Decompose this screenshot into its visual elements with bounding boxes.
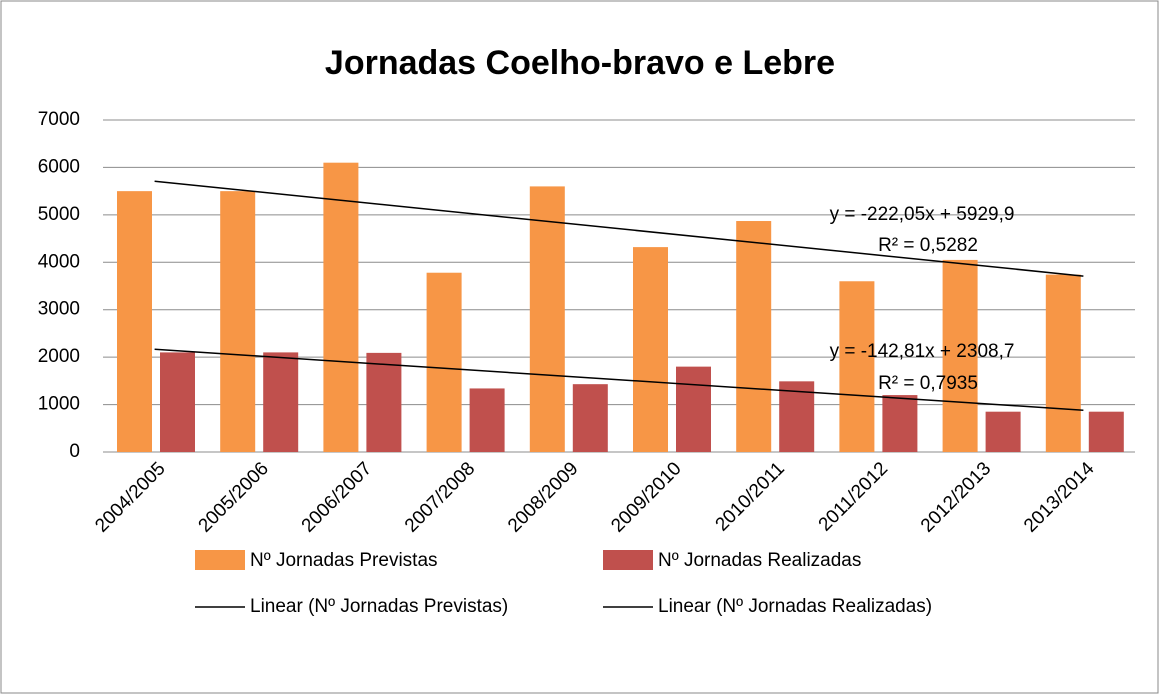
trend-r2: R² = 0,7935 xyxy=(878,373,978,394)
bar xyxy=(1088,411,1124,452)
bar xyxy=(882,395,918,452)
y-tick-label: 0 xyxy=(69,441,80,462)
bar xyxy=(117,191,152,452)
bar xyxy=(426,272,462,452)
trend-equation: y = -142,81x + 2308,7 xyxy=(830,341,1015,362)
legend-label: Linear (Nº Jornadas Previstas) xyxy=(250,596,508,617)
y-tick-label: 5000 xyxy=(38,204,80,225)
legend-label: Nº Jornadas Previstas xyxy=(250,550,438,571)
y-tick-label: 1000 xyxy=(38,394,80,415)
bar xyxy=(985,411,1021,452)
bar xyxy=(839,281,875,452)
bar xyxy=(1045,274,1081,452)
trendline xyxy=(154,180,1084,277)
legend-label: Nº Jornadas Realizadas xyxy=(658,550,861,571)
bar xyxy=(676,366,711,452)
chart-title: Jornadas Coelho-bravo e Lebre xyxy=(325,44,835,82)
trend-equation: y = -222,05x + 5929,9 xyxy=(830,204,1015,225)
y-tick-label: 7000 xyxy=(38,109,80,130)
bar xyxy=(633,247,668,452)
bar xyxy=(572,384,608,452)
legend-swatch xyxy=(195,550,245,570)
bar xyxy=(220,191,256,452)
bar xyxy=(942,259,978,452)
legend-swatch xyxy=(603,550,653,570)
y-tick-label: 4000 xyxy=(38,251,80,272)
legend-label: Linear (Nº Jornadas Realizadas) xyxy=(658,596,932,617)
bar xyxy=(263,352,299,452)
bar xyxy=(160,352,195,452)
bar xyxy=(736,221,772,452)
bar xyxy=(779,381,815,452)
y-tick-label: 3000 xyxy=(38,299,80,320)
trendline xyxy=(154,348,1084,411)
y-tick-label: 6000 xyxy=(38,156,80,177)
bar xyxy=(366,352,402,452)
bar xyxy=(529,186,565,452)
trend-r2: R² = 0,5282 xyxy=(878,235,978,256)
bar xyxy=(469,388,505,452)
y-tick-label: 2000 xyxy=(38,346,80,367)
bar xyxy=(323,162,359,452)
